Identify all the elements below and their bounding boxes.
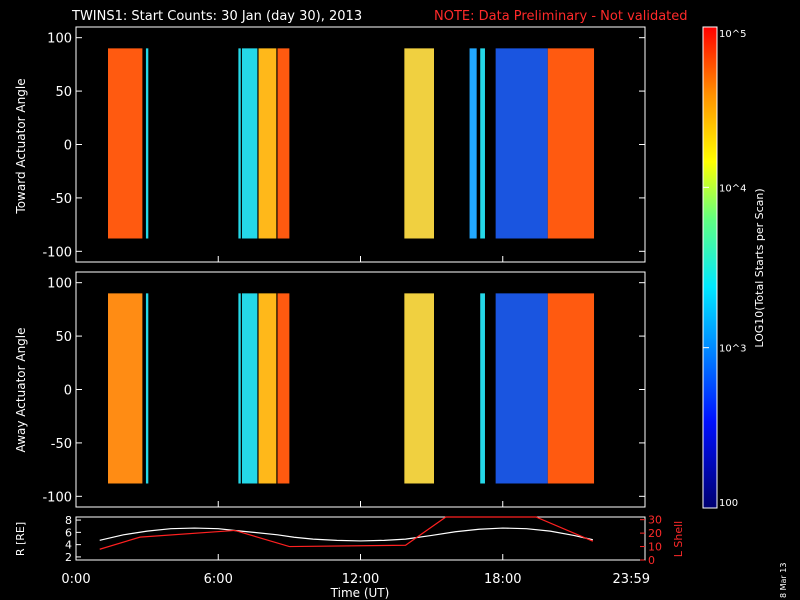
preliminary-note: NOTE: Data Preliminary - Not validated	[434, 9, 688, 24]
heatmap-block	[258, 48, 277, 239]
y-tick-label: -100	[42, 490, 72, 505]
y-tick-label: 50	[55, 330, 72, 345]
toward-panel: 100 50 0 -50 -100 Toward Actuator Angle	[14, 26, 646, 263]
y-tick-label: -100	[42, 245, 72, 260]
heatmap-block	[495, 293, 548, 484]
x-tick-label: 18:00	[484, 572, 521, 587]
orbit-left-tick-label: 4	[65, 539, 72, 552]
date-stamp: 8 Mar 13	[779, 563, 788, 598]
away-ylabel: Away Actuator Angle	[14, 327, 28, 452]
heatmap-block	[238, 48, 241, 239]
heatmap-block	[404, 293, 434, 484]
toward-heatmap-blocks	[108, 48, 595, 239]
heatmap-block	[469, 48, 477, 239]
orbit-left-ylabel: R [RE]	[14, 522, 27, 556]
colorbar-tick-label: 10^3	[719, 344, 746, 355]
x-axis-label: Time (UT)	[330, 586, 390, 600]
heatmap-block	[145, 48, 149, 239]
colorbar-label: LOG10(Total Starts per Scan)	[753, 188, 766, 347]
y-tick-label: 100	[47, 277, 72, 292]
orbit-left-tick-label: 8	[65, 514, 72, 527]
heatmap-block	[277, 48, 290, 239]
heatmap-block	[480, 48, 485, 239]
y-tick-label: 0	[64, 384, 72, 399]
orbit-right-tick-label: 10	[648, 541, 662, 554]
toward-y-ticks: 100 50 0 -50 -100	[42, 32, 645, 260]
y-tick-label: 0	[64, 139, 72, 154]
x-tick-label: 6:00	[204, 572, 233, 587]
heatmap-block	[547, 48, 595, 239]
x-tick-label: 0:00	[61, 572, 90, 587]
away-panel: 100 50 0 -50 -100 Away Actuator Angle	[14, 271, 646, 508]
toward-ylabel: Toward Actuator Angle	[14, 78, 28, 214]
orbit-left-tick-label: 6	[65, 526, 72, 539]
orbit-right-tick-label: 0	[648, 554, 655, 567]
y-tick-label: -50	[51, 437, 72, 452]
orbit-frame	[75, 516, 646, 561]
heatmap-block	[404, 48, 434, 239]
orbit-left-tick-label: 2	[65, 551, 72, 564]
orbit-right-ylabel: L Shell	[672, 521, 685, 557]
colorbar-ticks: 10^5 10^4 10^3 100	[703, 26, 746, 509]
chart-title: TWINS1: Start Counts: 30 Jan (day 30), 2…	[71, 9, 362, 24]
colorbar-tick-label: 10^4	[719, 183, 746, 194]
orbit-right-tick-label: 20	[648, 527, 662, 540]
colorbar-gradient	[702, 26, 718, 509]
heatmap-block	[277, 293, 290, 484]
orbit-right-tick-label: 30	[648, 514, 662, 527]
heatmap-block	[258, 293, 277, 484]
heatmap-block	[145, 293, 149, 484]
x-axis-ticks: 0:00 6:00 12:00 18:00 23:59	[61, 256, 650, 587]
y-tick-label: 100	[47, 32, 72, 47]
away-y-ticks: 100 50 0 -50 -100	[42, 277, 645, 505]
colorbar-tick-label: 10^5	[719, 29, 746, 40]
heatmap-block	[241, 293, 258, 484]
away-heatmap-blocks	[108, 293, 595, 484]
x-tick-label: 12:00	[342, 572, 379, 587]
heatmap-block	[108, 293, 143, 484]
heatmap-block	[547, 293, 595, 484]
y-tick-label: 50	[55, 85, 72, 100]
heatmap-block	[495, 48, 548, 239]
x-tick-label: 23:59	[613, 572, 650, 587]
orbit-lines	[99, 516, 594, 550]
heatmap-block	[238, 293, 241, 484]
radius-line	[99, 527, 593, 542]
l-shell-line	[99, 516, 594, 550]
heatmap-block	[241, 48, 258, 239]
colorbar: 10^5 10^4 10^3 100 LOG10(Total Starts per S…	[702, 26, 766, 509]
heatmap-block	[480, 293, 485, 484]
colorbar-tick-label: 100	[719, 498, 738, 509]
y-tick-label: -50	[51, 192, 72, 207]
heatmap-block	[108, 48, 143, 239]
